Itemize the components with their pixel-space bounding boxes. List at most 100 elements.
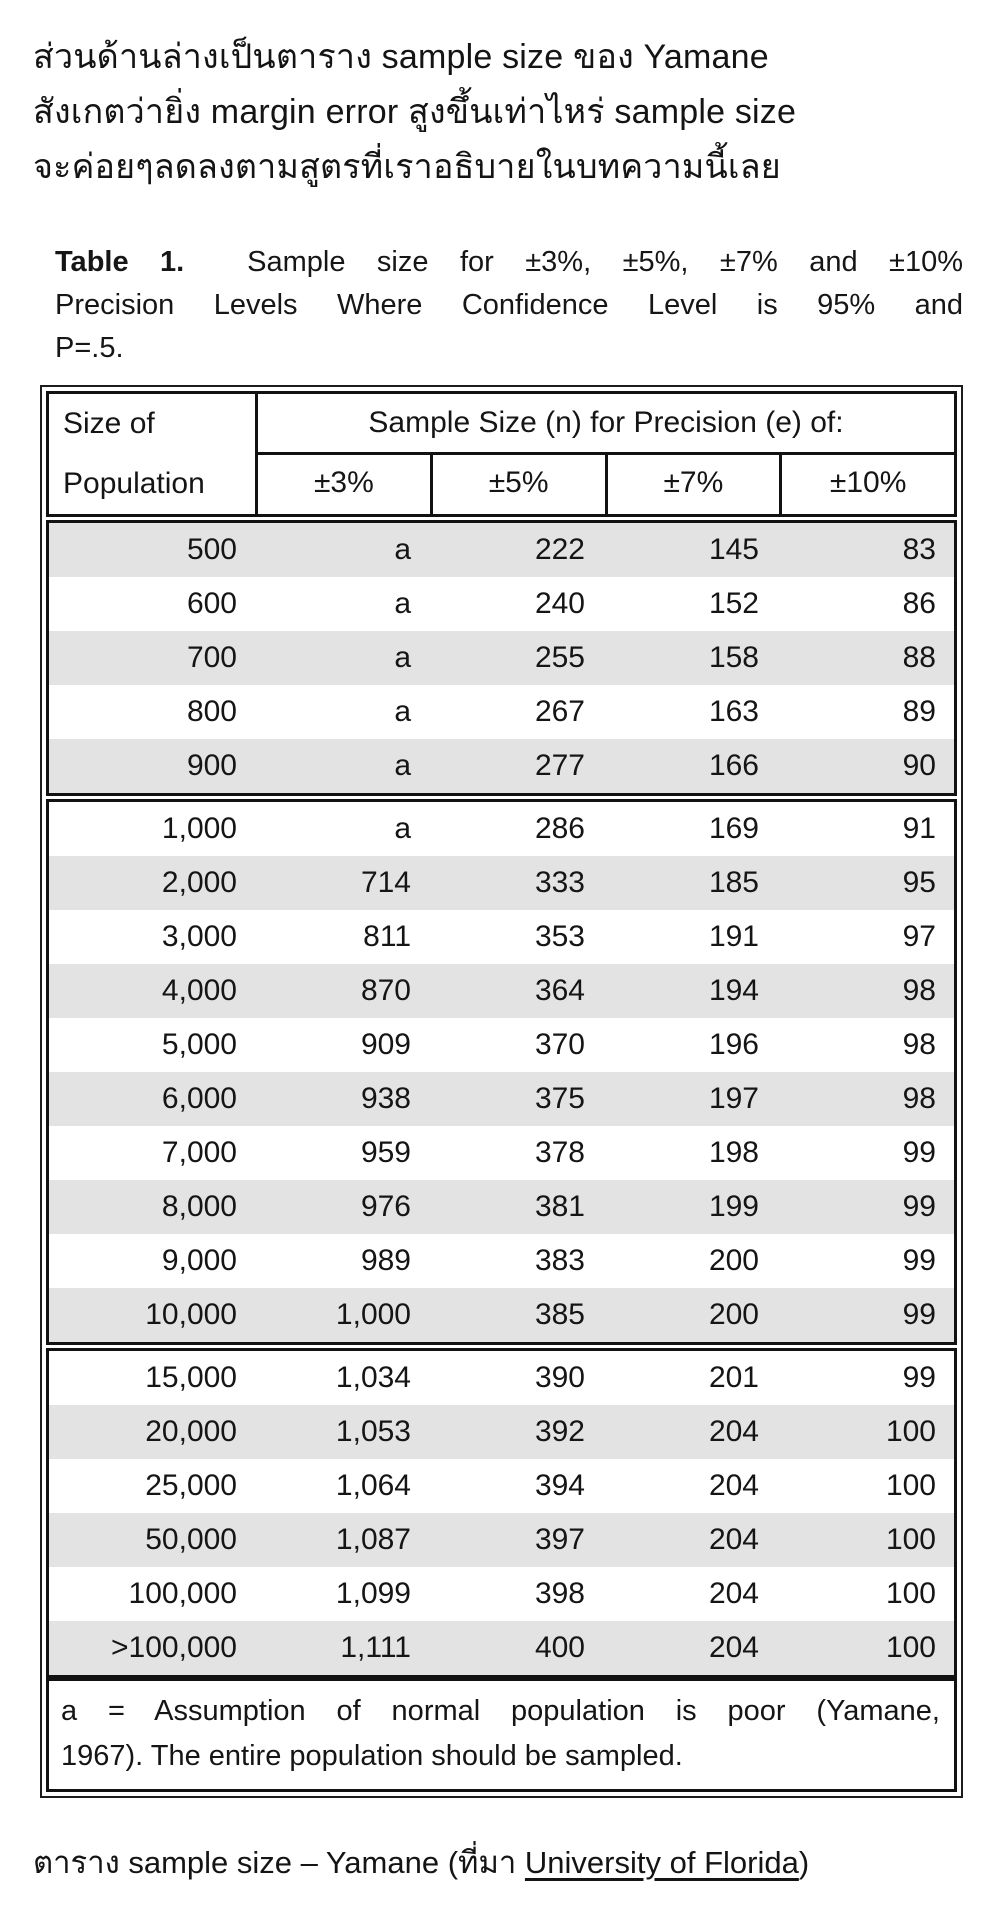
table-cell: 989 <box>360 1244 411 1277</box>
table-cell: 240 <box>534 587 585 620</box>
table-cell: 370 <box>534 1028 585 1061</box>
table-cell: 909 <box>360 1028 411 1061</box>
table-cell: 8,000 <box>161 1190 237 1223</box>
header-size-of-population: Size of Population <box>49 394 258 514</box>
table-cell: 204 <box>708 1415 759 1448</box>
table-cell: 204 <box>708 1631 759 1664</box>
table-cell: 390 <box>534 1361 585 1394</box>
table-cell: 191 <box>708 920 759 953</box>
table-footnote: a = Assumption of normal population is p… <box>46 1678 957 1792</box>
table-cell: a <box>394 641 411 674</box>
table-title-line-2: Precision Levels Where Confidence Level … <box>55 289 963 321</box>
table-cell: 100 <box>885 1631 936 1664</box>
table-cell: 9,000 <box>161 1244 237 1277</box>
table-cell: 99 <box>902 1190 936 1223</box>
table-cell: 222 <box>534 533 585 566</box>
table-row: 5,000 909 370 196 98 <box>49 1018 954 1072</box>
intro-line-2: สังเกตว่ายิ่ง margin error สูงขึ้นเท่าไห… <box>33 93 797 131</box>
table-row: 900 a 277 166 90 <box>49 739 954 793</box>
table-cell: 277 <box>534 749 585 782</box>
intro-line-3: จะค่อยๆลดลงตามสูตรที่เราอธิบายในบทความนี… <box>33 148 781 186</box>
table-cell: 811 <box>363 920 411 953</box>
table-cell: 15,000 <box>145 1361 237 1394</box>
table-cell: 1,000 <box>161 812 237 845</box>
table-cell: 100 <box>885 1577 936 1610</box>
table-cell: 200 <box>708 1244 759 1277</box>
table-cell: 201 <box>708 1361 759 1394</box>
table-cell: 199 <box>708 1190 759 1223</box>
table-cell: 397 <box>534 1523 585 1556</box>
table-cell: 1,000 <box>335 1298 411 1331</box>
table-cell: 197 <box>708 1082 759 1115</box>
table-cell: 194 <box>708 974 759 1007</box>
table-cell: 6,000 <box>161 1082 237 1115</box>
table-cell: 158 <box>708 641 759 674</box>
header-col-5pct: ±5% <box>433 455 608 514</box>
table-cell: 99 <box>902 1136 936 1169</box>
table-cell: 204 <box>708 1577 759 1610</box>
table-title-line-1: Table 1. Sample size for ±3%, ±5%, ±7% a… <box>55 241 963 284</box>
caption-source-link[interactable]: University of Florida <box>524 1845 799 1880</box>
table-row: 100,000 1,099 398 204 100 <box>49 1567 954 1621</box>
table-cell: 169 <box>708 812 759 845</box>
table-cell: 20,000 <box>145 1415 237 1448</box>
table-group-2: 1,000 a 286 169 91 2,000 714 333 185 95 3,000 811 35… <box>46 799 957 1345</box>
table-row: 1,000 a 286 169 91 <box>49 802 954 856</box>
table-number-label: Table 1. <box>55 246 185 278</box>
table-cell: 166 <box>708 749 759 782</box>
table-cell: 976 <box>360 1190 411 1223</box>
table-title-rest: Sample size for ±3%, ±5%, ±7% and ±10% <box>247 246 963 278</box>
header-col-3pct: ±3% <box>258 455 433 514</box>
table-cell: 100,000 <box>128 1577 237 1610</box>
table-cell: 870 <box>360 974 411 1007</box>
table-cell: 392 <box>534 1415 585 1448</box>
table-cell: 1,034 <box>335 1361 411 1394</box>
table-title-line-3: P=.5. <box>55 332 124 364</box>
table-cell: 3,000 <box>161 920 237 953</box>
table-cell: 398 <box>534 1577 585 1610</box>
table-cell: 196 <box>708 1028 759 1061</box>
table-cell: 98 <box>902 1082 936 1115</box>
table-cell: a <box>394 587 411 620</box>
table-cell: 353 <box>534 920 585 953</box>
table-cell: 383 <box>534 1244 585 1277</box>
table-cell: a <box>394 695 411 728</box>
table-cell: 286 <box>534 812 585 845</box>
table-title: Table 1. Sample size for ±3%, ±5%, ±7% a… <box>55 241 963 370</box>
table-row: 800 a 267 163 89 <box>49 685 954 739</box>
table-cell: 800 <box>186 695 237 728</box>
caption-text: ตาราง sample size – Yamane (ที่มา <box>33 1845 525 1880</box>
intro-line-1: ส่วนด้านล่างเป็นตาราง sample size ของ Ya… <box>33 38 769 76</box>
table-cell: a <box>394 533 411 566</box>
table-cell: 152 <box>708 587 759 620</box>
table-cell: 163 <box>708 695 759 728</box>
header-col-10pct: ±10% <box>829 466 907 499</box>
table-cell: 99 <box>902 1244 936 1277</box>
table-cell: 1,099 <box>335 1577 411 1610</box>
intro-paragraph: ส่วนด้านล่างเป็นตาราง sample size ของ Ya… <box>33 30 971 195</box>
table-row: 8,000 976 381 199 99 <box>49 1180 954 1234</box>
table-cell: >100,000 <box>111 1631 237 1664</box>
table-cell: 333 <box>534 866 585 899</box>
table-cell: 89 <box>902 695 936 728</box>
table-cell: 714 <box>360 866 411 899</box>
table-group-1: 500 a 222 145 83 600 a 240 152 86 700 a 255 158 88 800 a… <box>46 520 957 796</box>
table-row: 600 a 240 152 86 <box>49 577 954 631</box>
header-precision-area: Sample Size (n) for Precision (e) of: ±3… <box>258 394 954 514</box>
table-row: 500 a 222 145 83 <box>49 523 954 577</box>
table-cell: 88 <box>902 641 936 674</box>
table-cell: 7,000 <box>161 1136 237 1169</box>
table-cell: 1,064 <box>335 1469 411 1502</box>
table-row: 50,000 1,087 397 204 100 <box>49 1513 954 1567</box>
table-cell: 400 <box>534 1631 585 1664</box>
table-cell: 204 <box>708 1469 759 1502</box>
table-cell: 4,000 <box>161 974 237 1007</box>
table-cell: 86 <box>902 587 936 620</box>
table-cell: 375 <box>534 1082 585 1115</box>
table-cell: 83 <box>902 533 936 566</box>
table-row: 25,000 1,064 394 204 100 <box>49 1459 954 1513</box>
table-row: 10,000 1,000 385 200 99 <box>49 1288 954 1342</box>
table-cell: 100 <box>885 1523 936 1556</box>
table-cell: 600 <box>186 587 237 620</box>
